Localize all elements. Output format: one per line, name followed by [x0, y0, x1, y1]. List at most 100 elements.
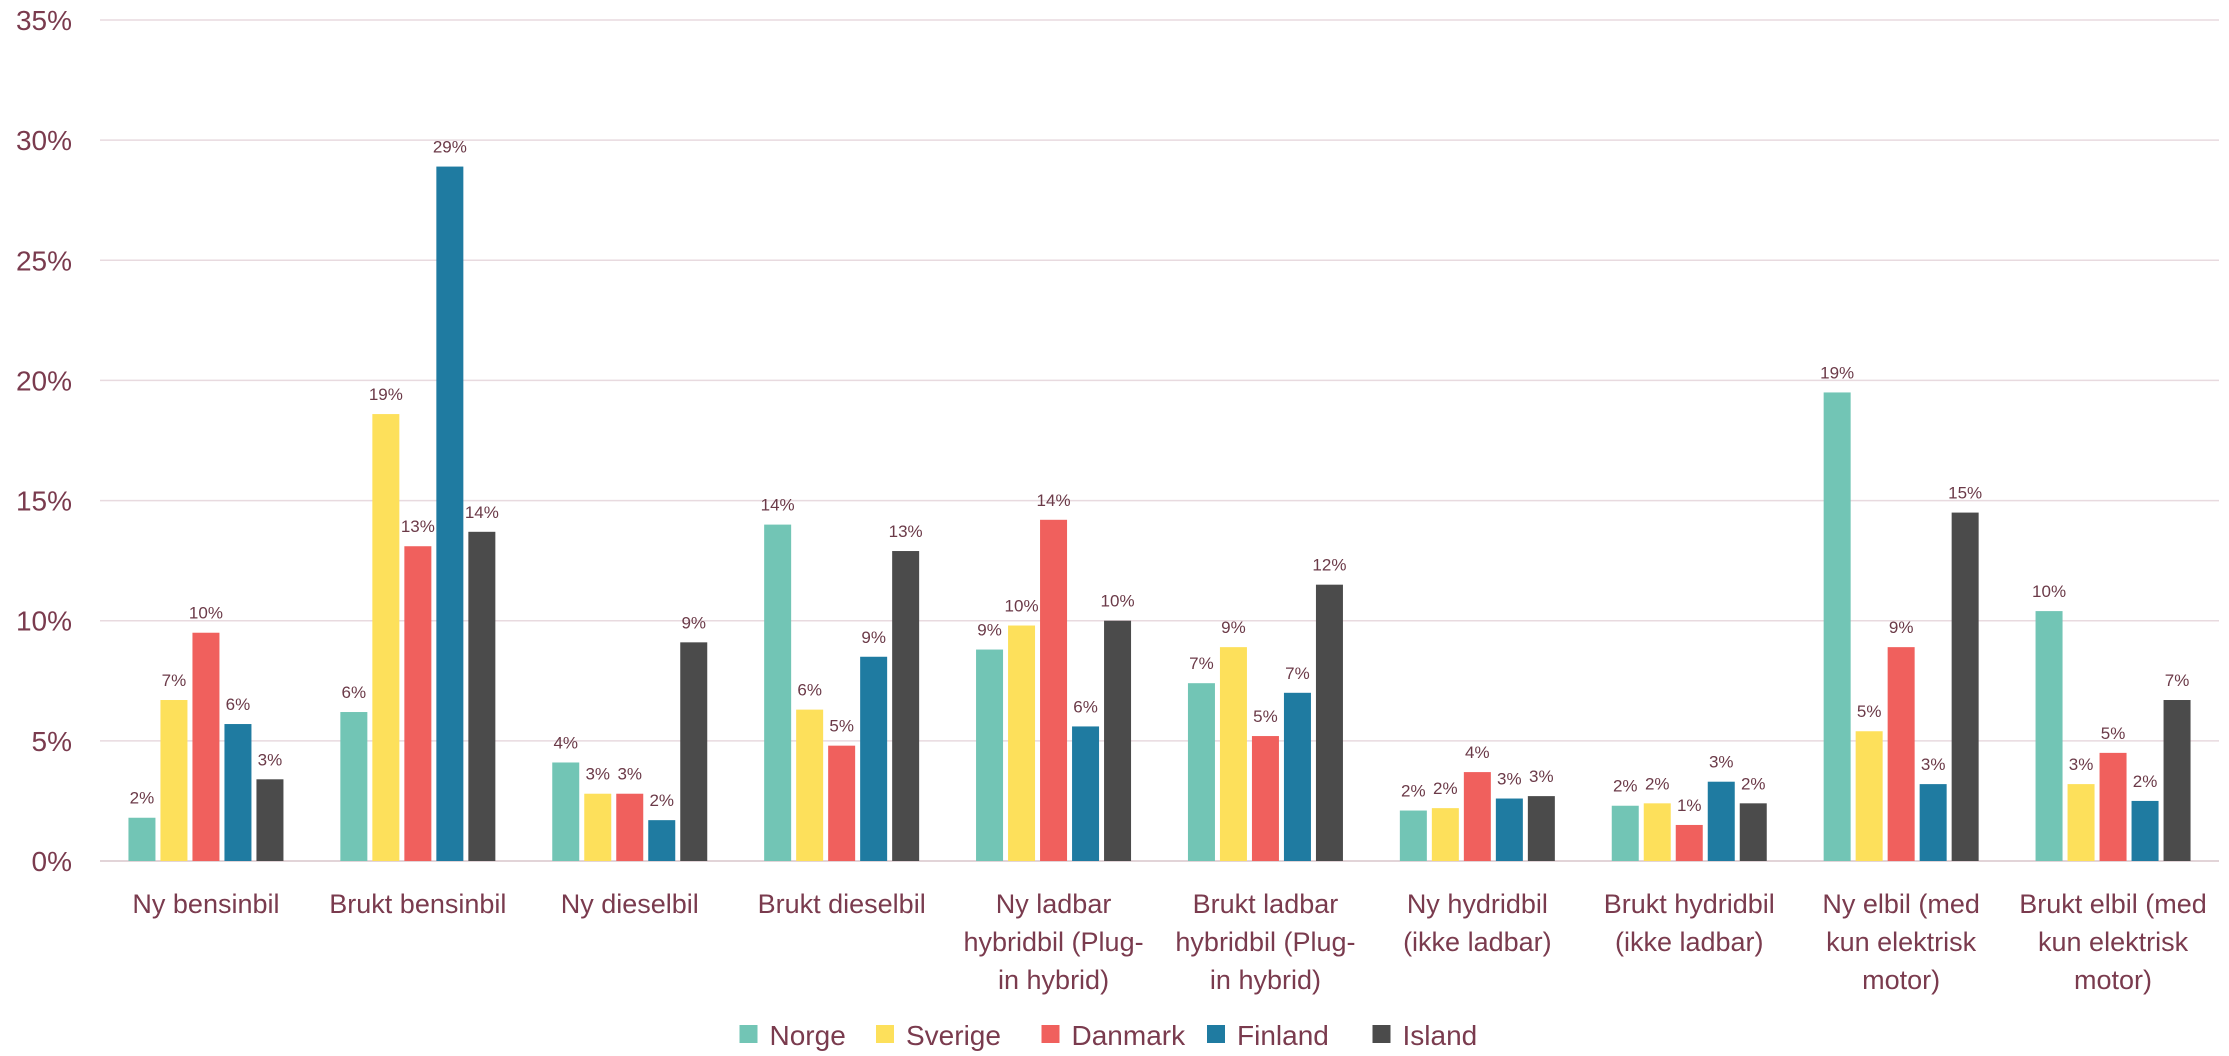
data-label: 29% — [433, 138, 467, 157]
bar-norge — [128, 817, 156, 861]
legend-label: Norge — [770, 1020, 846, 1051]
bar-island — [1527, 796, 1555, 861]
legend-label: Island — [1403, 1020, 1478, 1051]
legend-swatch — [1041, 1025, 1060, 1043]
legend-swatch — [739, 1025, 758, 1043]
data-label: 12% — [1312, 556, 1346, 575]
data-label: 7% — [1189, 654, 1214, 673]
data-label: 10% — [1101, 592, 1135, 611]
legend-swatch — [1372, 1025, 1391, 1043]
bar-sverige — [1855, 731, 1883, 861]
y-axis: 0% 5% 10% 15% 20% 25% 30% 35% — [16, 5, 72, 877]
data-label: 10% — [2032, 582, 2066, 601]
bar-island — [680, 642, 708, 861]
bar-finland — [1072, 726, 1100, 861]
bar-norge — [552, 762, 580, 861]
bar-danmark — [616, 793, 644, 861]
data-label: 5% — [2101, 724, 2126, 743]
data-label: 4% — [553, 733, 578, 752]
x-tick-label: Brukt ladbar hybridbil (Plug-in hybrid) — [1175, 889, 1355, 995]
bar-danmark — [2099, 752, 2127, 861]
x-tick-label: Ny bensinbil — [132, 889, 279, 919]
data-label: 9% — [977, 621, 1002, 640]
bar-sverige — [1643, 803, 1671, 861]
data-label: 15% — [1948, 484, 1982, 503]
bar-norge — [764, 524, 792, 861]
x-tick-label: Brukt dieselbil — [758, 889, 926, 919]
x-tick-label: Ny ladbar hybridbil (Plug-in hybrid) — [964, 889, 1144, 995]
data-label: 3% — [585, 765, 610, 784]
data-label: 6% — [797, 681, 822, 700]
x-tick-label: Ny hydridbil (ikke ladbar) — [1403, 889, 1552, 957]
data-label: 3% — [1921, 755, 1946, 774]
data-label: 6% — [226, 695, 251, 714]
bar-danmark — [1251, 736, 1279, 861]
bar-finland — [2131, 800, 2159, 861]
x-tick-label: Brukt hydridbil (ikke ladbar) — [1604, 889, 1775, 957]
bars — [128, 166, 2191, 861]
bar-island — [468, 531, 496, 861]
data-label: 5% — [1253, 707, 1278, 726]
bar-island — [1104, 620, 1132, 861]
data-label: 10% — [189, 604, 223, 623]
bar-danmark — [1463, 772, 1491, 861]
bar-finland — [860, 656, 888, 861]
data-label: 3% — [2069, 755, 2094, 774]
data-label: 2% — [1433, 779, 1458, 798]
data-label: 4% — [1465, 743, 1490, 762]
x-tick-label: Ny dieselbil — [561, 889, 699, 919]
x-axis: Ny bensinbil Brukt bensinbil Ny dieselbil B… — [132, 889, 2206, 995]
data-label: 2% — [649, 791, 674, 810]
data-label: 14% — [761, 496, 795, 515]
data-label: 9% — [1889, 618, 1914, 637]
y-tick-label: 30% — [16, 125, 72, 156]
bar-danmark — [1040, 519, 1068, 861]
data-label: 2% — [1645, 774, 1670, 793]
data-label: 6% — [1073, 697, 1098, 716]
bar-sverige — [1008, 625, 1036, 861]
legend-swatch — [1207, 1025, 1225, 1043]
bar-finland — [436, 166, 464, 861]
y-tick-label: 25% — [16, 245, 72, 276]
y-tick-label: 20% — [16, 365, 72, 396]
bar-danmark — [1887, 647, 1915, 861]
bar-island — [256, 779, 284, 861]
bar-danmark — [1675, 824, 1703, 861]
legend-label: Finland — [1237, 1020, 1329, 1051]
legend: Norge Sverige Danmark Finland Island — [739, 1020, 1478, 1051]
data-label: 3% — [617, 765, 642, 784]
bar-sverige — [1219, 647, 1247, 861]
bar-sverige — [2067, 784, 2095, 861]
data-label: 9% — [681, 613, 706, 632]
data-label: 2% — [1401, 782, 1426, 801]
data-label: 2% — [1613, 777, 1638, 796]
bar-island — [2163, 700, 2191, 861]
data-label: 2% — [2133, 772, 2158, 791]
x-tick-label: Brukt elbil (med kun elektrisk motor) — [2019, 889, 2207, 995]
bar-danmark — [404, 546, 432, 861]
data-label: 13% — [889, 522, 923, 541]
data-label: 5% — [1857, 702, 1882, 721]
bar-finland — [1283, 692, 1311, 861]
data-label: 3% — [1529, 767, 1554, 786]
bar-norge — [976, 649, 1004, 861]
bar-danmark — [192, 632, 220, 861]
data-label: 7% — [162, 671, 187, 690]
bar-norge — [1611, 805, 1639, 861]
data-label: 19% — [369, 385, 403, 404]
bar-danmark — [828, 745, 856, 861]
bar-finland — [1495, 798, 1523, 861]
data-label: 13% — [401, 517, 435, 536]
data-label: 10% — [1005, 597, 1039, 616]
bar-norge — [1187, 683, 1215, 861]
data-label: 9% — [1221, 618, 1246, 637]
bar-island — [1315, 584, 1343, 861]
y-tick-label: 0% — [32, 846, 72, 877]
data-labels: 2% 7% 10% 6% 3% 6% 19% 13% 29% 14% 4% 3% 3% 2% 9% 14% 6%… — [130, 138, 2190, 815]
bar-island — [1951, 512, 1979, 861]
bar-island — [1739, 803, 1767, 861]
x-tick-label: Ny elbil (med kun elektrisk motor) — [1822, 889, 1980, 995]
bar-sverige — [584, 793, 612, 861]
data-label: 2% — [130, 789, 155, 808]
